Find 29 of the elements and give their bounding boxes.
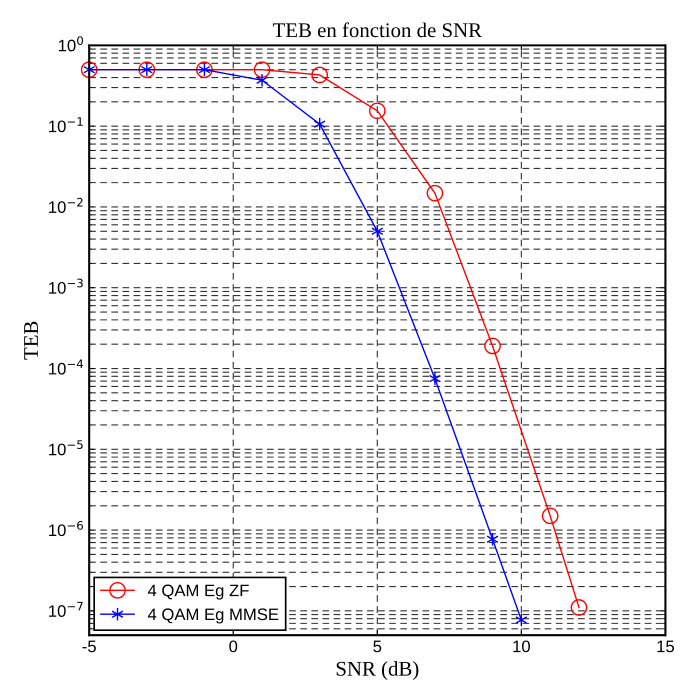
y-tick-label: 10$^{−1}$ xyxy=(49,117,83,132)
point xyxy=(371,224,384,238)
legend-label: 4 QAM Eg ZF xyxy=(148,584,249,600)
legend-label: 4 QAM Eg MMSE xyxy=(148,608,278,624)
y-tick-label: 10$^{−5}$ xyxy=(49,440,83,456)
point xyxy=(426,184,444,202)
point xyxy=(428,372,442,386)
y-tick-label: 10$^{0}$ xyxy=(58,36,83,52)
y-tick-label: 10$^{−7}$ xyxy=(49,602,83,617)
y-axis-title: TEB xyxy=(24,322,38,360)
x-tick-label: -5 xyxy=(82,640,96,652)
x-tick-label: 15 xyxy=(657,640,674,652)
point xyxy=(314,117,326,132)
y-tick-label: 10$^{−6}$ xyxy=(49,520,83,536)
chart-title: TEB en fonction de SNR xyxy=(272,22,482,38)
y-tick-label: 10$^{−3}$ xyxy=(49,278,83,294)
x-tick-label: 10 xyxy=(513,640,530,652)
point xyxy=(484,338,501,354)
x-tick-label: 5 xyxy=(373,640,382,652)
point xyxy=(570,599,588,616)
x-tick-label: 0 xyxy=(229,640,238,652)
point xyxy=(368,102,386,120)
y-tick-label: 10$^{−2}$ xyxy=(49,198,83,214)
point xyxy=(254,61,270,78)
point xyxy=(515,613,528,627)
point xyxy=(542,508,559,524)
y-tick-label: 10$^{−4}$ xyxy=(49,360,84,375)
point xyxy=(311,66,328,84)
x-axis-title: SNR (dB) xyxy=(336,661,418,680)
